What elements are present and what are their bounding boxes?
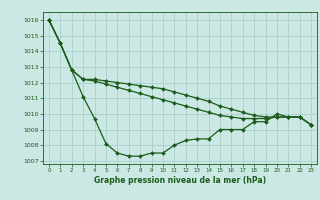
X-axis label: Graphe pression niveau de la mer (hPa): Graphe pression niveau de la mer (hPa) [94,176,266,185]
